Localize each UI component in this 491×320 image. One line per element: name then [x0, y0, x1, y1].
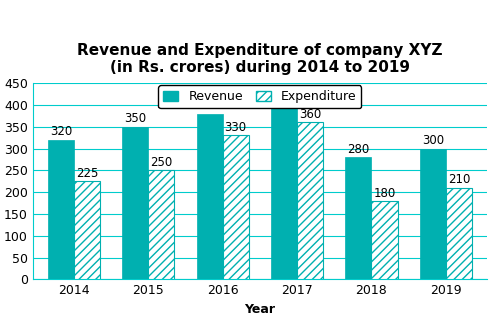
- Text: 280: 280: [347, 143, 370, 156]
- Text: 320: 320: [50, 125, 72, 139]
- Bar: [196, 114, 222, 279]
- Bar: [122, 127, 148, 279]
- X-axis label: Year: Year: [245, 303, 275, 316]
- Bar: [420, 148, 446, 279]
- Text: 250: 250: [150, 156, 172, 169]
- Bar: [222, 135, 249, 279]
- Title: Revenue and Expenditure of company XYZ
(in Rs. crores) during 2014 to 2019: Revenue and Expenditure of company XYZ (…: [77, 43, 442, 75]
- Text: 225: 225: [76, 167, 98, 180]
- Bar: [346, 157, 372, 279]
- Text: 360: 360: [299, 108, 321, 121]
- Bar: [372, 201, 398, 279]
- Text: 380: 380: [198, 99, 220, 112]
- Text: 210: 210: [448, 173, 470, 187]
- Text: 330: 330: [224, 121, 247, 134]
- Text: 350: 350: [124, 112, 146, 125]
- Bar: [271, 105, 297, 279]
- Legend: Revenue, Expenditure: Revenue, Expenditure: [159, 85, 361, 108]
- Bar: [48, 140, 74, 279]
- Text: 300: 300: [422, 134, 444, 147]
- Bar: [446, 188, 472, 279]
- Text: 400: 400: [273, 91, 295, 104]
- Text: 180: 180: [373, 187, 396, 200]
- Bar: [148, 170, 174, 279]
- Bar: [297, 122, 323, 279]
- Bar: [74, 181, 100, 279]
